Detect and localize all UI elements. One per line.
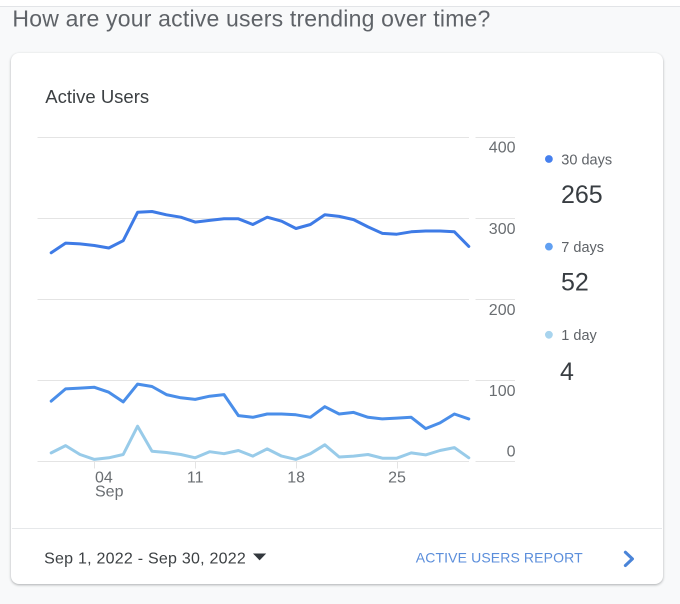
svg-text:1 day: 1 day (561, 328, 597, 344)
svg-text:7 days: 7 days (561, 240, 604, 256)
svg-text:30 days: 30 days (561, 153, 612, 169)
svg-text:100: 100 (489, 383, 516, 400)
svg-text:25: 25 (388, 470, 406, 487)
svg-text:11: 11 (187, 470, 204, 487)
svg-text:18: 18 (287, 470, 305, 487)
svg-text:400: 400 (489, 140, 516, 157)
svg-text:0: 0 (507, 443, 516, 460)
svg-text:265: 265 (561, 181, 603, 209)
svg-text:200: 200 (489, 302, 516, 319)
svg-text:How are your active users tren: How are your active users trending over … (12, 6, 490, 32)
svg-text:04: 04 (95, 470, 113, 487)
svg-text:Sep: Sep (95, 483, 124, 500)
svg-text:Active Users: Active Users (45, 86, 149, 107)
svg-text:52: 52 (561, 269, 589, 297)
svg-text:ACTIVE USERS REPORT: ACTIVE USERS REPORT (416, 549, 583, 565)
svg-text:4: 4 (560, 358, 574, 386)
svg-text:300: 300 (489, 221, 516, 238)
svg-text:Sep 1, 2022 - Sep 30, 2022: Sep 1, 2022 - Sep 30, 2022 (44, 550, 246, 567)
